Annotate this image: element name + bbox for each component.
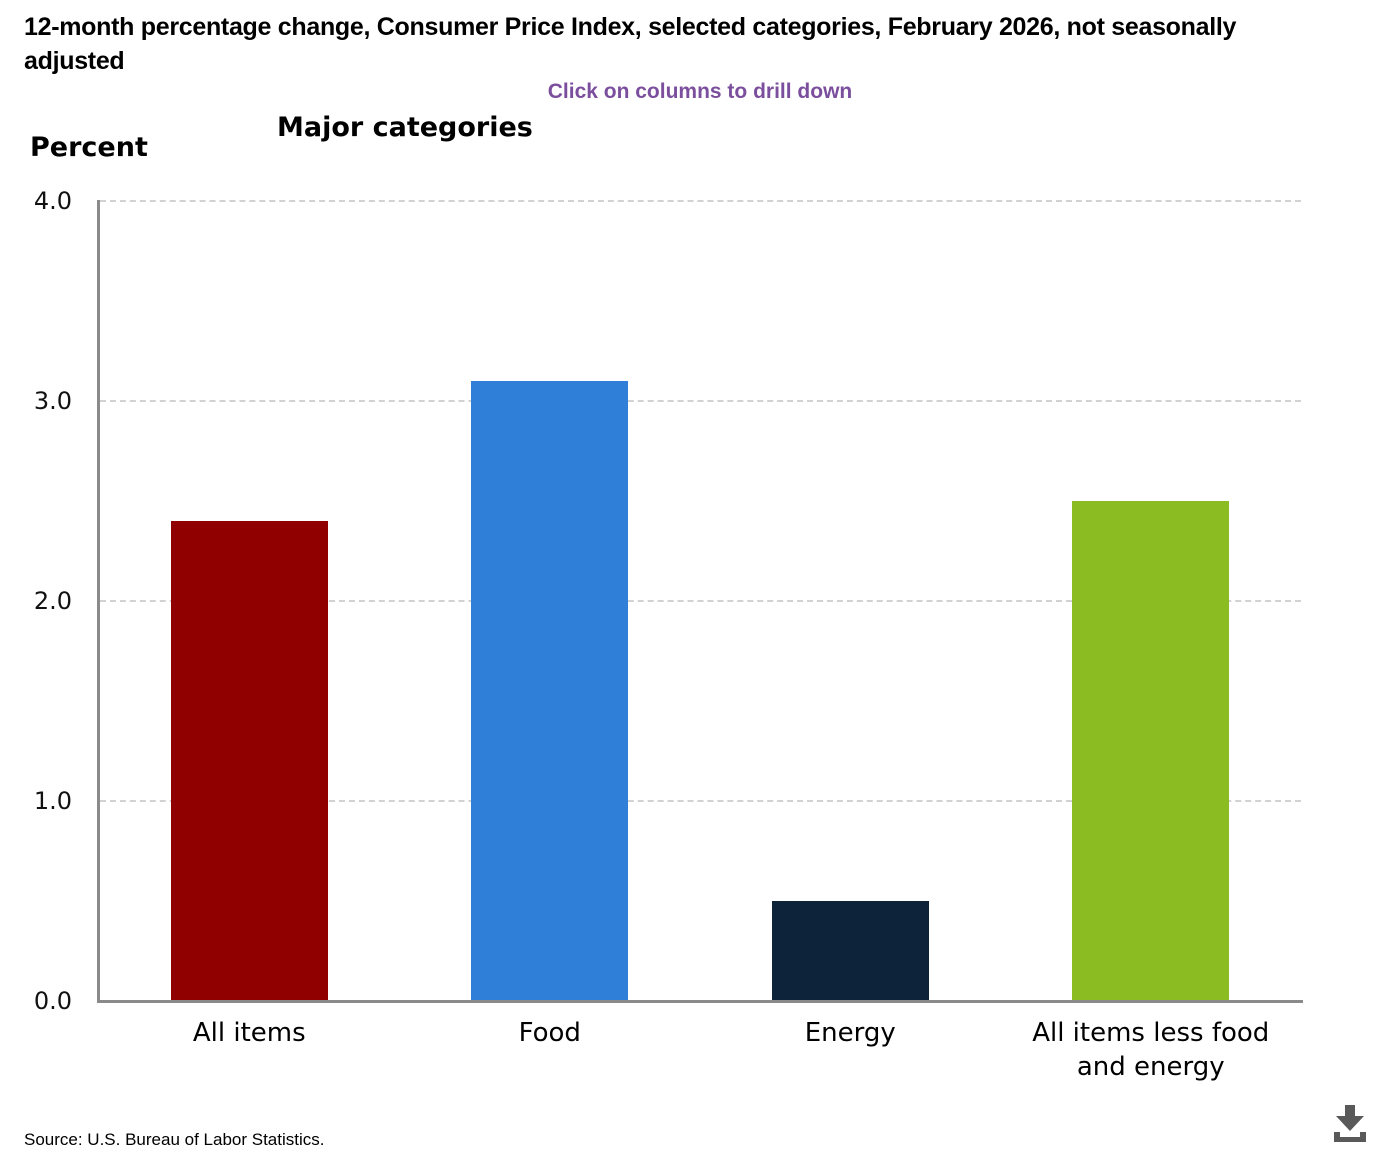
y-axis-title: Percent: [30, 132, 148, 163]
page-title: 12-month percentage change, Consumer Pri…: [24, 13, 1237, 75]
bar-energy[interactable]: [771, 901, 929, 1001]
y-tick-label-3.0: 3.0: [33, 387, 72, 415]
gridline-1.0: [100, 800, 1301, 802]
y-tick-label-2.0: 2.0: [33, 587, 72, 615]
y-tick-label-0.0: 0.0: [33, 987, 72, 1015]
gridline-4.0: [100, 200, 1301, 202]
gridline-3.0: [100, 400, 1301, 402]
bar-food[interactable]: [471, 381, 629, 1001]
x-axis-label-all-items-less-food-and-energy: All items less food and energy: [1032, 1018, 1270, 1082]
x-axis-label-food: Food: [518, 1018, 581, 1048]
bar-all-items-less-food-and-energy[interactable]: [1072, 501, 1230, 1001]
x-axis-baseline: [97, 1000, 1303, 1003]
y-tick-label-4.0: 4.0: [33, 187, 72, 215]
drilldown-hint: Click on columns to drill down: [547, 80, 853, 103]
y-axis-line: [97, 200, 100, 1002]
chart-title: Major categories: [277, 112, 533, 143]
y-tick-label-1.0: 1.0: [33, 787, 72, 815]
download-icon: [1322, 1100, 1378, 1146]
download-button[interactable]: [1322, 1098, 1378, 1148]
x-axis-label-energy: Energy: [804, 1018, 896, 1048]
x-axis-label-all-items: All items: [192, 1018, 306, 1048]
bar-all-items[interactable]: [170, 521, 328, 1001]
source-note: Source: U.S. Bureau of Labor Statistics.: [24, 1130, 325, 1149]
gridline-2.0: [100, 600, 1301, 602]
